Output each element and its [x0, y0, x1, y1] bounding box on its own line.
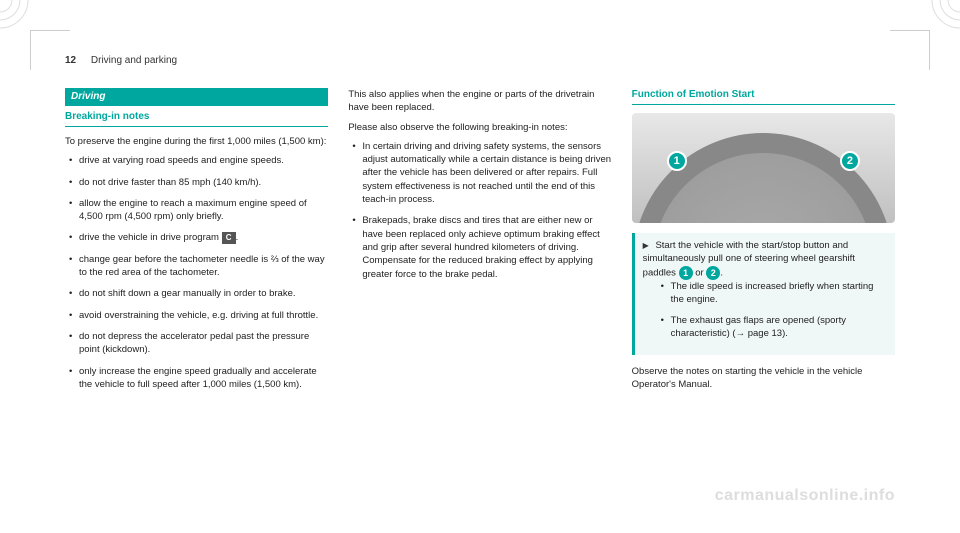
col2-para1: This also applies when the engine or par… [348, 88, 611, 115]
list-item: only increase the engine speed gradually… [65, 365, 328, 392]
closing-note: Observe the notes on starting the vehicl… [632, 365, 895, 392]
col2-list: In certain driving and driving safety sy… [348, 140, 611, 281]
procedure-text: Start the vehicle with the start/stop bu… [643, 240, 855, 278]
list-item: The idle speed is increased briefly when… [657, 280, 887, 307]
page-content: Driving Breaking-in notes To preserve th… [65, 88, 895, 399]
page-corner-tl [30, 30, 70, 70]
page-section-title: Driving and parking [91, 55, 177, 66]
steering-wheel-diagram: 1 2 [632, 113, 895, 223]
col2-para2: Please also observe the following breaki… [348, 121, 611, 134]
diagram-callout-1: 1 [667, 151, 687, 171]
inline-callout-2: 2 [706, 266, 720, 280]
breaking-in-list: drive at varying road speeds and engine … [65, 154, 328, 391]
list-item: allow the engine to reach a maximum engi… [65, 197, 328, 224]
procedure-block: Start the vehicle with the start/stop bu… [632, 233, 895, 355]
procedure-nested-list: The idle speed is increased briefly when… [643, 280, 887, 341]
drive-program-icon: C [222, 232, 236, 244]
list-item: do not depress the accelerator pedal pas… [65, 330, 328, 357]
list-item: change gear before the tachometer needle… [65, 253, 328, 280]
page-corner-tr [890, 30, 930, 70]
column-2: This also applies when the engine or par… [348, 88, 611, 399]
list-item: drive at varying road speeds and engine … [65, 154, 328, 167]
list-item: The exhaust gas flaps are opened (sporty… [657, 314, 887, 341]
list-item: do not drive faster than 85 mph (140 km/… [65, 176, 328, 189]
watermark: carmanualsonline.info [715, 487, 895, 505]
page-header: 12 Driving and parking [65, 55, 177, 66]
section-header-driving: Driving [65, 88, 328, 106]
list-item: drive the vehicle in drive program C. [65, 231, 328, 244]
list-item: do not shift down a gear manually in ord… [65, 287, 328, 300]
breaking-in-intro: To preserve the engine during the first … [65, 135, 328, 148]
column-3: Function of Emotion Start 1 2 Start the … [632, 88, 895, 399]
list-item: In certain driving and driving safety sy… [348, 140, 611, 206]
procedure-step: Start the vehicle with the start/stop bu… [643, 239, 887, 280]
column-1: Driving Breaking-in notes To preserve th… [65, 88, 328, 399]
list-item-text: drive the vehicle in drive program [79, 232, 219, 243]
list-item: avoid overstraining the vehicle, e.g. dr… [65, 309, 328, 322]
page-number: 12 [65, 55, 76, 66]
inline-callout-1: 1 [679, 266, 693, 280]
diagram-callout-2: 2 [840, 151, 860, 171]
list-item: Brakepads, brake discs and tires that ar… [348, 214, 611, 280]
steering-wheel-shape [633, 133, 893, 223]
procedure-or: or [695, 267, 703, 278]
subsection-breaking-in: Breaking-in notes [65, 110, 328, 127]
subsection-emotion-start: Function of Emotion Start [632, 88, 895, 105]
